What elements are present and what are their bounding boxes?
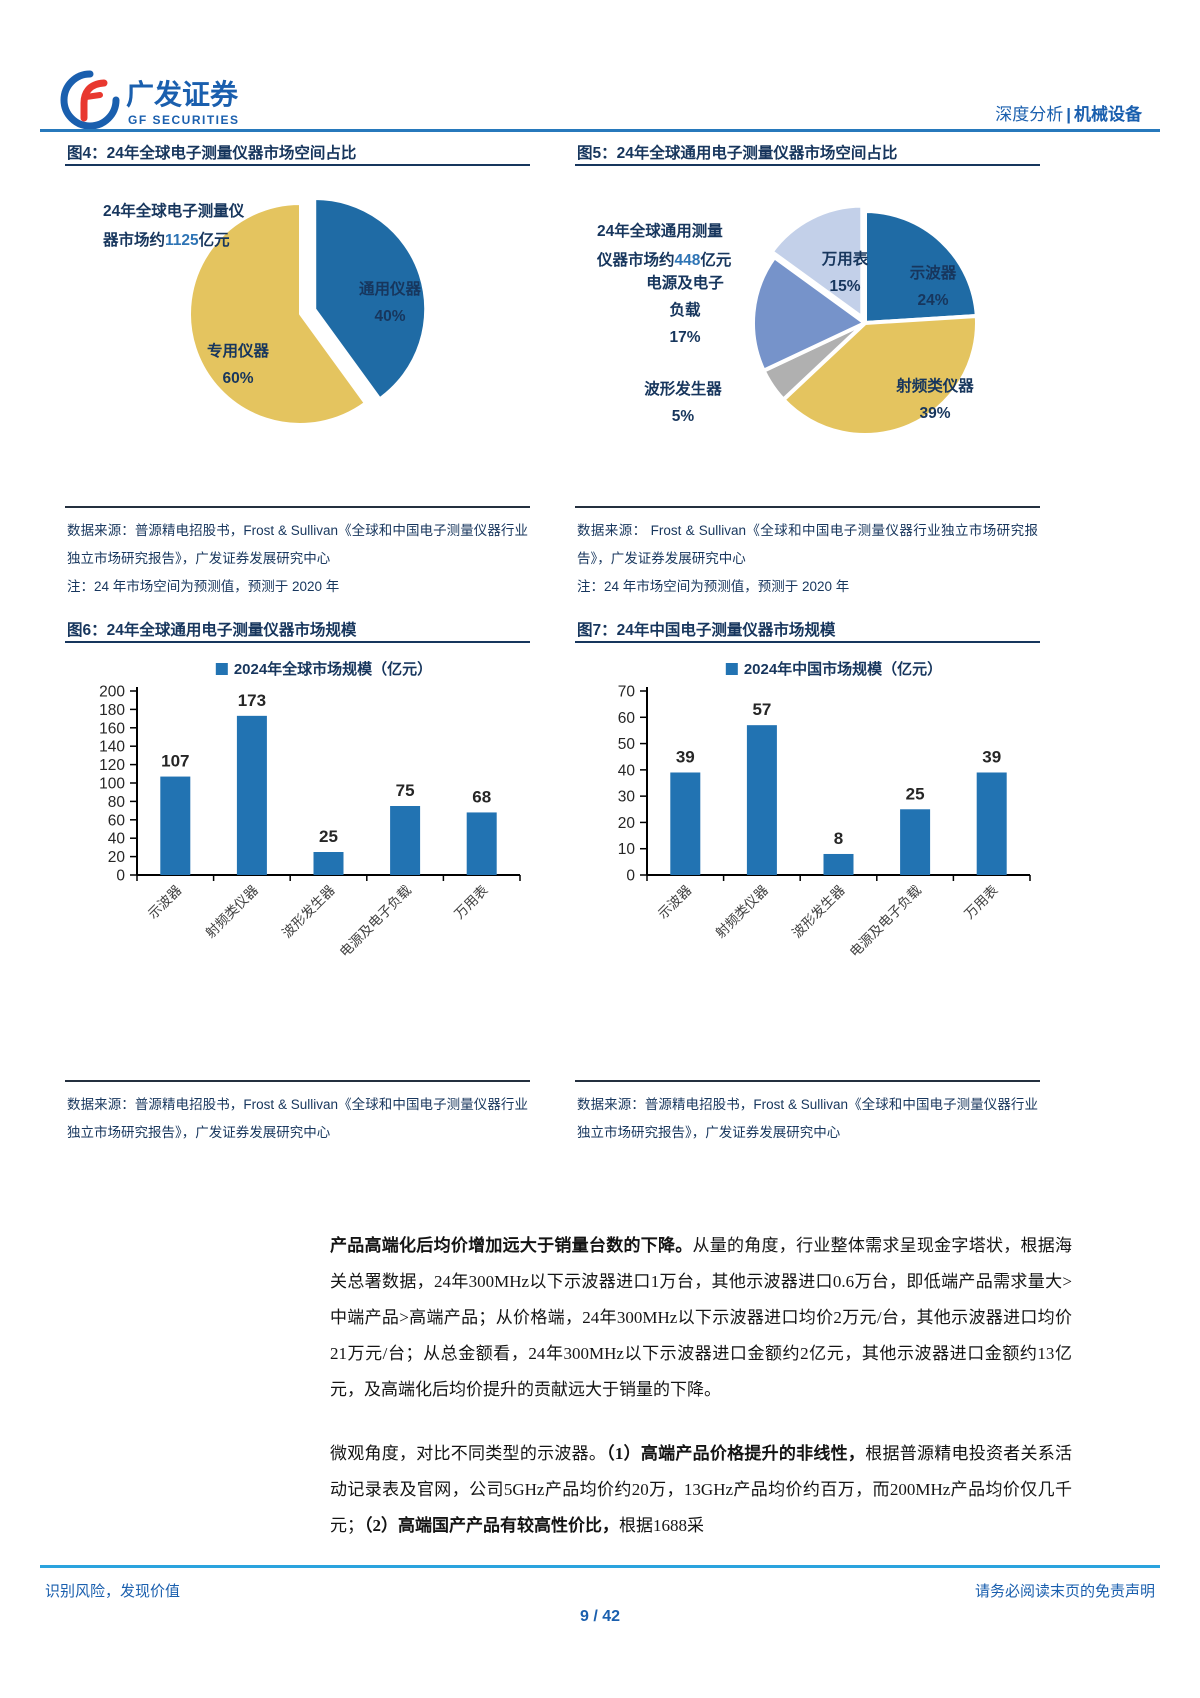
body-text: 产品高端化后均价增加远大于销量台数的下降。从量的角度，行业整体需求呈现金字塔状，… [330,1228,1072,1572]
svg-text:60: 60 [618,710,636,727]
svg-text:50: 50 [618,736,636,753]
gf-logo-icon: 广发证券 GF SECURITIES [60,70,240,130]
svg-text:25: 25 [319,827,338,846]
figure-5-annotation: 24年全球通用测量 仪器市场约448亿元 [597,223,732,269]
svg-text:30: 30 [618,789,636,806]
gf-securities-logo: 广发证券 GF SECURITIES [60,70,300,132]
figure-6-title: 图6：24年全球通用电子测量仪器市场规模 [65,615,530,643]
doc-type-label: 深度分析 [995,105,1064,124]
svg-text:射频类仪器: 射频类仪器 [203,882,262,941]
svg-text:射频类仪器: 射频类仪器 [713,882,772,941]
svg-text:2024年全球市场规模（亿元）: 2024年全球市场规模（亿元） [234,660,432,678]
svg-text:180: 180 [99,702,125,719]
svg-text:75: 75 [396,781,415,800]
figure-4-source: 数据来源：普源精电招股书，Frost & Sullivan《全球和中国电子测量仪… [65,506,530,572]
svg-text:70: 70 [618,684,636,701]
header-rule [40,129,1160,132]
figure-4-note: 注：24 年市场空间为预测值，预测于 2020 年 [67,579,340,595]
page-number: 9 / 42 [579,1608,621,1625]
figure-6-source: 数据来源：普源精电招股书，Frost & Sullivan《全球和中国电子测量仪… [65,1080,530,1146]
svg-text:20: 20 [108,849,126,866]
figure-5-source: 数据来源： Frost & Sullivan《全球和中国电子测量仪器行业独立市场… [575,506,1040,572]
svg-text:10: 10 [618,841,636,858]
figure-5: 图5：24年全球通用电子测量仪器市场空间占比 示波器 24% 射频类仪器 39% 波形发… [575,138,1040,600]
svg-text:80: 80 [108,794,126,811]
figure-6-bar-chart: 2024年全球市场规模（亿元）0204060801001201401601802… [99,660,521,960]
svg-text:0: 0 [116,868,125,885]
figure-7-title: 图7：24年中国电子测量仪器市场规模 [575,615,1040,643]
svg-text:示波器: 示波器 [655,882,695,922]
svg-text:200: 200 [99,684,125,701]
svg-text:20: 20 [618,815,636,832]
svg-text:波形发生器: 波形发生器 [279,882,338,941]
industry-label: 机械设备 [1074,105,1142,124]
svg-text:电源及电子负载: 电源及电子负载 [337,883,414,960]
svg-text:60: 60 [108,812,126,829]
figure-6-chart-area: 2024年全球市场规模（亿元） 0 20 40 60 80 100 120 140 160 180 2… [65,643,530,1080]
figure-7-bar-chart: 2024年中国市场规模（亿元） 0 10 20 30 40 50 60 70 39 示波器 57 射频类… [618,660,1031,960]
figure-5-pie-chart: 示波器 24% 射频类仪器 39% 波形发生器 5% 电源及电子负载 17% 万用表 15% [644,203,979,437]
footer-disclaimer: 请务必阅读末页的免责声明 [974,1583,1155,1600]
figure-5-note: 注：24 年市场空间为预测值，预测于 2020 年 [577,579,850,595]
svg-text:万用表: 万用表 [962,882,1002,922]
svg-text:万用表: 万用表 [452,882,492,922]
svg-text:68: 68 [472,787,491,806]
svg-text:100: 100 [99,776,125,793]
svg-text:173: 173 [238,691,266,710]
report-category: 深度分析 | 机械设备 [995,100,1142,125]
figure-4: 图4：24年全球电子测量仪器市场空间占比 通用仪器 40% 专用仪器 60% 24年全… [65,138,530,600]
svg-text:120: 120 [99,757,125,774]
svg-text:0: 0 [626,868,635,885]
figure-5-chart-area: 示波器 24% 射频类仪器 39% 波形发生器 5% 电源及电子负载 17% 万用表 15% 24… [575,166,1040,506]
svg-text:39: 39 [676,747,695,766]
figure-7-source: 数据来源：普源精电招股书，Frost & Sullivan《全球和中国电子测量仪… [575,1080,1040,1146]
figure-4-pie-chart: 通用仪器 40% 专用仪器 60% [189,198,427,425]
figure-5-title: 图5：24年全球通用电子测量仪器市场空间占比 [575,138,1040,166]
brand-name-cn: 广发证券 [126,78,239,110]
figure-4-annotation: 24年全球电子测量仪 器市场约1125亿元 [103,203,245,249]
svg-text:电源及电子负载: 电源及电子负载 [847,883,924,960]
figure-4-title: 图4：24年全球电子测量仪器市场空间占比 [65,138,530,166]
svg-text:示波器: 示波器 [145,882,185,922]
figure-7: 图7：24年中国电子测量仪器市场规模 2024年中国市场规模（亿元） 0 10 20 3… [575,615,1040,1146]
svg-text:140: 140 [99,739,125,756]
svg-text:39: 39 [982,747,1001,766]
figure-7-chart-area: 2024年中国市场规模（亿元） 0 10 20 30 40 50 60 70 39 示波器 57 射频类… [575,643,1040,1080]
svg-text:107: 107 [161,752,189,771]
svg-text:25: 25 [906,784,925,803]
figure-4-chart-area: 通用仪器 40% 专用仪器 60% 24年全球电子测量仪 器市场约1125亿元 [65,166,530,506]
paragraph-2: 微观角度，对比不同类型的示波器。（1）高端产品价格提升的非线性，根据普源精电投资… [330,1444,1073,1535]
footer-slogan: 识别风险，发现价值 [45,1583,181,1600]
figure-6: 图6：24年全球通用电子测量仪器市场规模 2024年全球市场规模（亿元） 0 20 4… [65,615,530,1146]
brand-name-en: GF SECURITIES [128,113,240,127]
svg-text:40: 40 [618,762,636,779]
svg-text:160: 160 [99,720,125,737]
svg-text:2024年中国市场规模（亿元）: 2024年中国市场规模（亿元） [744,660,942,678]
footer-rule [40,1565,1160,1568]
svg-text:波形发生器: 波形发生器 [789,882,848,941]
svg-text:40: 40 [108,831,126,848]
svg-text:8: 8 [834,829,843,848]
svg-text:57: 57 [752,700,771,719]
paragraph-1: 产品高端化后均价增加远大于销量台数的下降。从量的角度，行业整体需求呈现金字塔状，… [330,1236,1072,1399]
header-divider: | [1066,105,1071,124]
